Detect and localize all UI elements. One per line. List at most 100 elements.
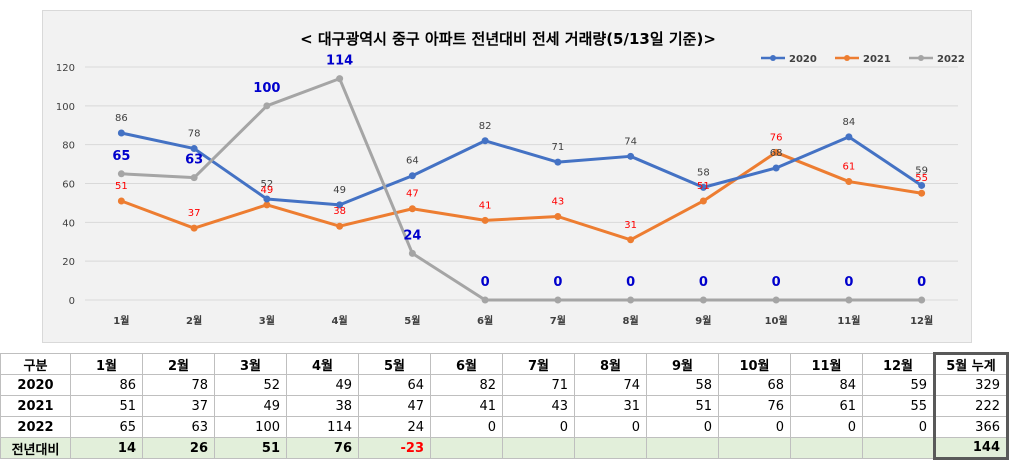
- data-label-2022: 24: [403, 228, 421, 243]
- data-point-2021: [772, 148, 780, 156]
- data-point-2020: [336, 201, 344, 209]
- row-label: 2021: [0, 395, 71, 417]
- data-label-2020: 74: [624, 136, 637, 147]
- row-label: 2022: [0, 416, 71, 438]
- data-point-2022: [845, 296, 853, 304]
- axis-labels: 0 20 40 60 80 100 120 1월 2월 3월 4월 5월 6월 7월 8월 9월 10월 11월 1…: [56, 63, 933, 327]
- table-cell: 55: [862, 395, 935, 417]
- legend-marker-2021: [844, 55, 850, 61]
- table-cell: 0: [574, 416, 647, 438]
- data-point-2022: [918, 296, 926, 304]
- series-line-2021: [120, 150, 922, 242]
- data-label-2021: 41: [479, 200, 492, 211]
- data-label-2021: 38: [333, 206, 346, 217]
- y-tick-label: 60: [62, 180, 75, 191]
- table-cell: [790, 437, 863, 459]
- data-label-2022: 0: [481, 275, 490, 290]
- data-point-2022: [117, 170, 125, 178]
- series-line-2020: [121, 131, 923, 207]
- data-point-2021: [699, 197, 707, 205]
- table-header-cell: 6월: [430, 353, 503, 375]
- data-label-2021: 31: [624, 220, 637, 231]
- data-point-2021: [336, 222, 344, 230]
- chart-title: < 대구광역시 중구 아파트 전년대비 전세 거래량(5/13일 기준)>: [300, 30, 716, 48]
- table-cell: 74: [574, 374, 647, 396]
- total-cell: 329: [933, 374, 1009, 396]
- table-cell: 14: [70, 437, 143, 459]
- table-cell: 64: [358, 374, 431, 396]
- table-header-cell: 5월: [358, 353, 431, 375]
- table-header-cell: 1월: [70, 353, 143, 375]
- table-cell: 0: [718, 416, 791, 438]
- data-label-2020: 84: [843, 117, 856, 128]
- data-point-2022: [554, 296, 562, 304]
- table-cell: 43: [502, 395, 575, 417]
- data-point-2020: [845, 133, 853, 141]
- data-point-2020: [918, 181, 926, 189]
- data-label-2022: 100: [253, 81, 280, 96]
- table-cell: 0: [646, 416, 719, 438]
- data-point-2022: [190, 174, 198, 182]
- y-tick-label: 40: [62, 218, 75, 229]
- table-cell: 51: [646, 395, 719, 417]
- row-label: 전년대비: [0, 437, 71, 459]
- table-row: 2021 51 37 49 38 47 41 43 31 51 76 61 55 222: [0, 395, 1009, 417]
- data-point-2020: [627, 152, 635, 160]
- legend-label-2020: 2020: [789, 54, 817, 65]
- table-row: 전년대비 14 26 51 76 -23 144: [0, 437, 1009, 460]
- data-point-2021: [481, 216, 489, 224]
- data-point-2021: [845, 178, 853, 186]
- data-label-2021: 37: [188, 208, 201, 219]
- table-cell: [502, 437, 575, 459]
- data-point-2021: [918, 189, 926, 197]
- data-point-2020: [481, 137, 489, 145]
- table-cell: -23: [358, 437, 431, 459]
- data-label-2020: 68: [770, 148, 783, 159]
- table-header-cell: 11월: [790, 353, 863, 375]
- data-label-2022: 0: [626, 275, 635, 290]
- total-cell: 222: [933, 395, 1009, 417]
- data-point-2021: [190, 224, 198, 232]
- table-cell: 76: [718, 395, 791, 417]
- x-tick-label: 6월: [477, 315, 493, 327]
- data-label-2020: 78: [188, 129, 201, 140]
- data-label-2021: 43: [552, 197, 565, 208]
- table-cell: [718, 437, 791, 459]
- table-cell: [574, 437, 647, 459]
- table-header-cell: 8월: [574, 353, 647, 375]
- x-tick-label: 9월: [695, 315, 711, 327]
- data-label-2020: 58: [697, 167, 710, 178]
- x-tick-label: 8월: [623, 315, 639, 327]
- table-cell: 86: [70, 374, 143, 396]
- table-header-cell: 3월: [214, 353, 287, 375]
- table-header-cell: 4월: [286, 353, 359, 375]
- data-label-2021: 49: [261, 185, 274, 196]
- table-cell: 78: [142, 374, 215, 396]
- data-label-2020: 59: [915, 165, 928, 176]
- table-cell: 0: [790, 416, 863, 438]
- table-cell: 65: [70, 416, 143, 438]
- x-tick-label: 4월: [332, 315, 348, 327]
- table-header-row: 구분 1월 2월 3월 4월 5월 6월 7월 8월 9월 10월 11월 12월 5월 누계: [0, 352, 1009, 375]
- legend-marker-2022: [918, 55, 924, 61]
- table-cell: [862, 437, 935, 459]
- data-label-2021: 51: [115, 181, 128, 192]
- data-point-2020: [772, 164, 780, 172]
- x-tick-label: 5월: [404, 315, 420, 327]
- row-label: 2020: [0, 374, 71, 396]
- table-cell: 0: [430, 416, 503, 438]
- data-point-2021: [554, 213, 562, 221]
- data-label-2021: 47: [406, 189, 419, 200]
- table-cell: 47: [358, 395, 431, 417]
- table-cell: 59: [862, 374, 935, 396]
- table-cell: 37: [142, 395, 215, 417]
- total-cell: 144: [933, 437, 1009, 460]
- data-point-2022: [263, 102, 271, 110]
- table-cell: 24: [358, 416, 431, 438]
- table-cell: [430, 437, 503, 459]
- x-tick-label: 1월: [113, 315, 129, 327]
- data-point-2021: [627, 236, 635, 244]
- data-point-2020: [117, 129, 125, 137]
- y-tick-label: 80: [62, 141, 75, 152]
- table-cell: 58: [646, 374, 719, 396]
